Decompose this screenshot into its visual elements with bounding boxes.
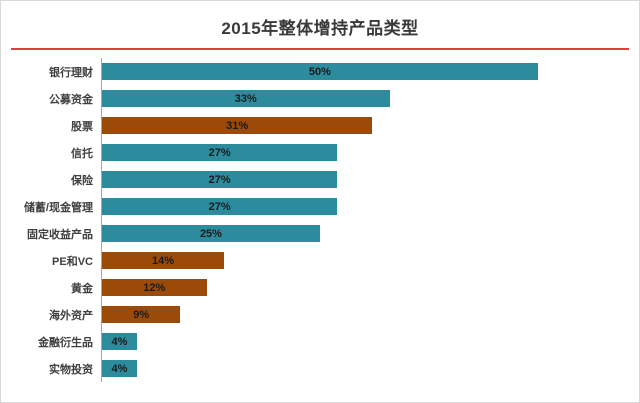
category-label: 海外资产 bbox=[49, 309, 93, 322]
category-label: 银行理财 bbox=[49, 66, 93, 79]
value-label: 27% bbox=[208, 200, 231, 213]
bar: 31% bbox=[102, 117, 373, 134]
category-label: 信托 bbox=[71, 147, 93, 160]
title-underline bbox=[11, 48, 629, 50]
category-label: PE和VC bbox=[52, 255, 93, 268]
bar: 4% bbox=[102, 333, 137, 350]
value-label: 25% bbox=[199, 227, 222, 240]
bar-track: 4% bbox=[101, 328, 625, 355]
bar-row: 保险 27% bbox=[1, 166, 625, 193]
bar-track: 14% bbox=[101, 247, 625, 274]
value-label: 31% bbox=[226, 119, 249, 132]
bar-track: 31% bbox=[101, 112, 625, 139]
value-label: 9% bbox=[133, 308, 150, 321]
bar-track: 27% bbox=[101, 139, 625, 166]
category-label: 固定收益产品 bbox=[27, 228, 93, 241]
bar-track: 27% bbox=[101, 193, 625, 220]
bar-track: 50% bbox=[101, 58, 625, 85]
category-label: 公募资金 bbox=[49, 93, 93, 106]
bar: 9% bbox=[102, 306, 181, 323]
bar: 14% bbox=[102, 252, 225, 269]
value-label: 14% bbox=[152, 254, 175, 267]
bar: 27% bbox=[102, 171, 338, 188]
bar-row: 银行理财 50% bbox=[1, 58, 625, 85]
value-label: 4% bbox=[111, 335, 128, 348]
bar: 12% bbox=[102, 279, 207, 296]
bar: 4% bbox=[102, 360, 137, 377]
bar-track: 9% bbox=[101, 301, 625, 328]
bar-track: 12% bbox=[101, 274, 625, 301]
bar: 27% bbox=[102, 144, 338, 161]
value-label: 33% bbox=[234, 92, 257, 105]
bar-row: 固定收益产品 25% bbox=[1, 220, 625, 247]
bar-row: 实物投资 4% bbox=[1, 355, 625, 382]
value-label: 27% bbox=[208, 173, 231, 186]
bar-row: PE和VC 14% bbox=[1, 247, 625, 274]
bar-row: 信托 27% bbox=[1, 139, 625, 166]
bar-track: 27% bbox=[101, 166, 625, 193]
value-label: 27% bbox=[208, 146, 231, 159]
bar-rows: 银行理财 50% 公募资金 33% 股票 31% 信托 27% 保险 27% 储蓄/现金管理 27% 固… bbox=[1, 58, 625, 382]
category-label: 股票 bbox=[71, 120, 93, 133]
value-label: 4% bbox=[111, 362, 128, 375]
category-label: 实物投资 bbox=[49, 363, 93, 376]
bar: 27% bbox=[102, 198, 338, 215]
bar-row: 股票 31% bbox=[1, 112, 625, 139]
bar: 25% bbox=[102, 225, 320, 242]
category-label: 金融衍生品 bbox=[38, 336, 93, 349]
bar-row: 公募资金 33% bbox=[1, 85, 625, 112]
bar-track: 25% bbox=[101, 220, 625, 247]
bar: 50% bbox=[102, 63, 538, 80]
bar-track: 4% bbox=[101, 355, 625, 382]
bar-track: 33% bbox=[101, 85, 625, 112]
value-label: 50% bbox=[308, 65, 331, 78]
chart-title: 2015年整体增持产品类型 bbox=[221, 19, 419, 38]
bar-row: 金融衍生品 4% bbox=[1, 328, 625, 355]
category-label: 储蓄/现金管理 bbox=[23, 201, 93, 214]
category-label: 保险 bbox=[71, 174, 93, 187]
bar: 33% bbox=[102, 90, 390, 107]
bar-row: 储蓄/现金管理 27% bbox=[1, 193, 625, 220]
bar-chart: 银行理财 50% 公募资金 33% 股票 31% 信托 27% 保险 27% 储蓄/现金管理 27% 固… bbox=[1, 50, 639, 382]
bar-row: 海外资产 9% bbox=[1, 301, 625, 328]
value-label: 12% bbox=[143, 281, 166, 294]
category-label: 黄金 bbox=[71, 282, 93, 295]
bar-row: 黄金 12% bbox=[1, 274, 625, 301]
